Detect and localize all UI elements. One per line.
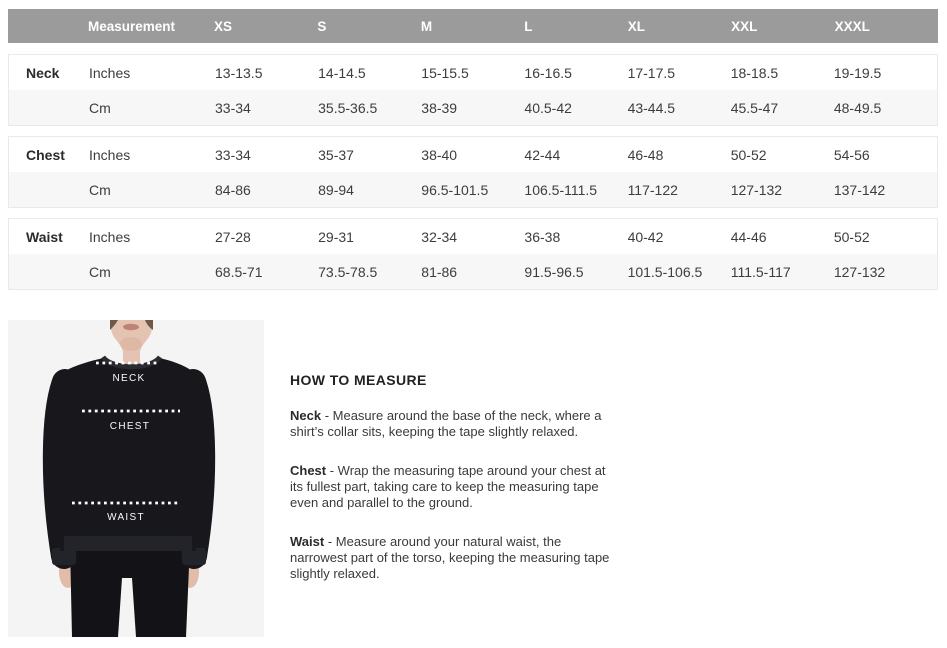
value-cell: 73.5-78.5 [318, 263, 378, 280]
value-cell: 84-86 [215, 181, 251, 198]
value-cell: 81-86 [421, 263, 458, 280]
value-cell: 68.5-71 [215, 263, 263, 280]
size-chart-sections: Neck Inches 13-13.5 14-14.5 15-15.5 16-16.5 17… [8, 54, 938, 290]
figure-label-chest: CHEST [110, 421, 150, 432]
row-label-cell: Chest [26, 146, 65, 163]
chin-shadow [120, 337, 142, 351]
model-figure-illustration: NECK CHEST WAIST [8, 320, 264, 637]
row-label-cell: Waist [26, 228, 63, 245]
value-cell: 36-38 [524, 228, 561, 245]
value-cell: 18-18.5 [730, 64, 779, 81]
value-cell: 137-142 [833, 181, 886, 198]
how-to-measure-section: NECK CHEST WAIST HOW TO MEASURE Neck - M… [8, 320, 612, 637]
measure-instruction: Chest - Wrap the measuring tape around y… [290, 463, 606, 510]
value-cell: 40.5-42 [524, 99, 572, 116]
table-row: Cm 68.5-71 73.5-78.5 81-86 91.5-96.5 101.5-10… [9, 254, 937, 289]
lips [123, 323, 139, 331]
how-to-measure-title: HOW TO MEASURE [290, 372, 427, 388]
value-cell: 54-56 [833, 146, 870, 163]
figure-label-waist: WAIST [107, 512, 145, 523]
table-row: Cm 33-34 35.5-36.5 38-39 40.5-42 43-44.5 45.5-… [9, 90, 937, 125]
value-cell: 32-34 [421, 228, 458, 245]
value-cell: 111.5-117 [730, 263, 791, 280]
value-cell: 35-37 [318, 146, 354, 163]
value-cell: 91.5-96.5 [524, 263, 584, 280]
value-cell: 48-49.5 [833, 99, 882, 116]
table-row: Waist Inches 27-28 29-31 32-34 36-38 40-42 44-4… [9, 219, 937, 254]
value-cell: 106.5-111.5 [524, 181, 598, 198]
unit-cell: Inches [89, 64, 131, 81]
measurement-photo: NECK CHEST WAIST [8, 320, 264, 637]
size-chart-section: Neck Inches 13-13.5 14-14.5 15-15.5 16-16.5 17… [8, 54, 938, 126]
collar-band [100, 355, 163, 370]
value-cell: 43-44.5 [627, 99, 676, 116]
value-cell: 50-52 [833, 228, 870, 245]
value-cell: 38-40 [421, 146, 458, 163]
value-cell: 29-31 [318, 228, 354, 245]
table-row: Chest Inches 33-34 35-37 38-40 42-44 46-48 50-5… [9, 137, 937, 172]
value-cell: 33-34 [215, 99, 251, 116]
measure-term: Neck [290, 408, 322, 423]
measure-instruction: Neck - Measure around the base of the ne… [290, 408, 602, 439]
table-row: Cm 84-86 89-94 96.5-101.5 106.5-111.5 117-122… [9, 172, 937, 207]
size-chart-header-row: Measurement XS S M L XL XXL XXXL [8, 9, 938, 43]
value-cell: 35.5-36.5 [318, 99, 378, 116]
hair-left [110, 320, 118, 330]
value-cell: 101.5-106.5 [627, 263, 703, 280]
value-cell: 45.5-47 [730, 99, 779, 116]
unit-cell: Cm [89, 263, 111, 280]
value-cell: 27-28 [215, 228, 251, 245]
value-cell: 42-44 [524, 146, 561, 163]
header-cell: XXL [731, 18, 758, 34]
unit-cell: Inches [89, 228, 131, 245]
header-cell: XXXL [834, 18, 870, 34]
value-cell: 38-39 [421, 99, 458, 116]
value-cell: 117-122 [627, 181, 678, 198]
value-cell: 16-16.5 [524, 64, 572, 81]
value-cell: 17-17.5 [627, 64, 676, 81]
value-cell: 33-34 [215, 146, 251, 163]
value-cell: 44-46 [730, 228, 767, 245]
table-row: Neck Inches 13-13.5 14-14.5 15-15.5 16-16.5 17… [9, 55, 937, 90]
value-cell: 127-132 [833, 263, 886, 280]
header-cell: Measurement [88, 18, 176, 34]
measure-term: Waist [290, 534, 325, 549]
value-cell: 19-19.5 [833, 64, 882, 81]
value-cell: 14-14.5 [318, 64, 366, 81]
figure-label-neck: NECK [113, 373, 146, 384]
header-cell: L [524, 18, 533, 34]
measure-instruction: Waist - Measure around your natural wais… [290, 534, 610, 581]
value-cell: 46-48 [627, 146, 664, 163]
sweatshirt-body [52, 358, 204, 551]
value-cell: 127-132 [730, 181, 783, 198]
size-chart-section: Chest Inches 33-34 35-37 38-40 42-44 46-48 50-5… [8, 136, 938, 208]
row-label-cell: Neck [26, 64, 60, 81]
header-cell: S [317, 18, 327, 34]
header-cell: XL [627, 18, 645, 34]
value-cell: 13-13.5 [215, 64, 263, 81]
value-cell: 89-94 [318, 181, 354, 198]
value-cell: 50-52 [730, 146, 767, 163]
left-cuff [52, 548, 76, 565]
right-cuff [182, 548, 206, 565]
pants [70, 544, 190, 637]
header-cell: M [420, 18, 433, 34]
unit-cell: Cm [89, 99, 111, 116]
value-cell: 40-42 [627, 228, 664, 245]
how-to-measure-list: Neck - Measure around the base of the ne… [290, 408, 612, 582]
measure-term: Chest [290, 463, 327, 478]
hair-right [145, 320, 153, 330]
how-to-measure-text: HOW TO MEASURE Neck - Measure around the… [290, 320, 612, 637]
header-cell: XS [214, 18, 233, 34]
value-cell: 15-15.5 [421, 64, 469, 81]
unit-cell: Cm [89, 181, 111, 198]
unit-cell: Inches [89, 146, 131, 163]
size-chart-table: Measurement XS S M L XL XXL XXXL Neck Inches 13-1… [8, 9, 938, 300]
hem-band [64, 536, 192, 551]
size-chart-section: Waist Inches 27-28 29-31 32-34 36-38 40-42 44-4… [8, 218, 938, 290]
value-cell: 96.5-101.5 [421, 181, 489, 198]
